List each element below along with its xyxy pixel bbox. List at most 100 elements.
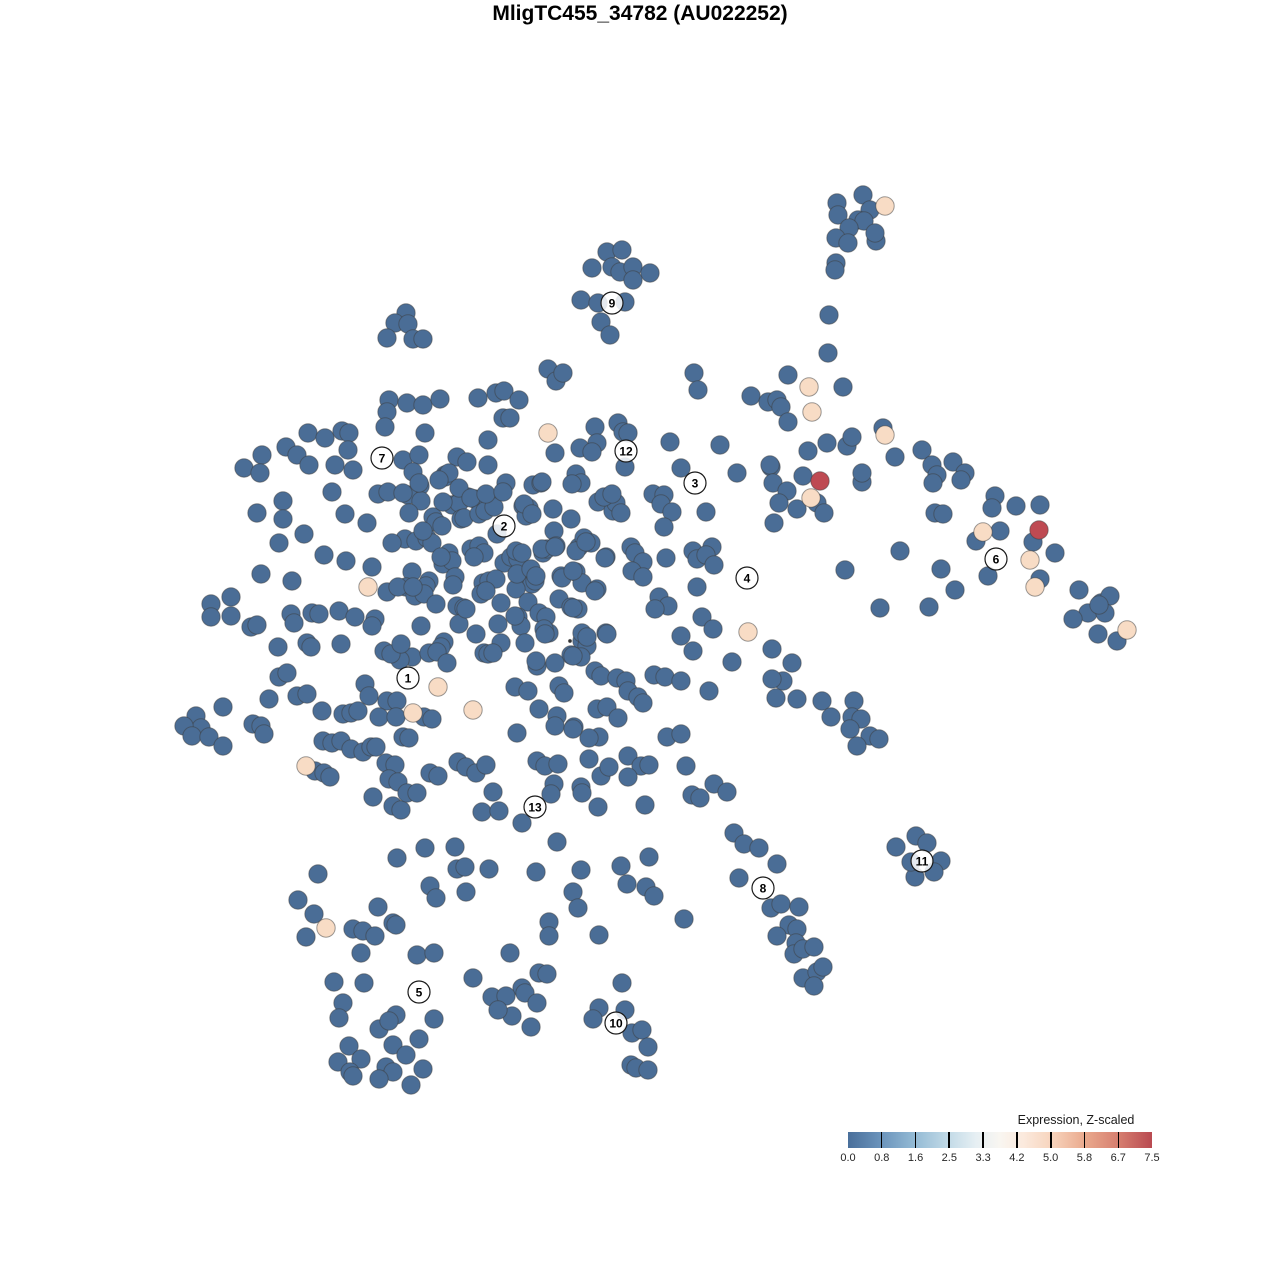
colorbar-gradient	[848, 1132, 1152, 1148]
data-point-low	[433, 492, 453, 512]
data-point-low	[426, 594, 446, 614]
data-point-low	[919, 597, 939, 617]
data-point-low	[518, 681, 538, 701]
data-point-low	[576, 532, 596, 552]
data-point-low	[391, 800, 411, 820]
data-point-low	[221, 606, 241, 626]
data-point-low	[579, 749, 599, 769]
cluster-label-text: 3	[692, 477, 699, 491]
data-point-low	[545, 716, 565, 736]
data-point-low	[818, 343, 838, 363]
cluster-label-3: 3	[683, 471, 707, 495]
data-point-low	[505, 606, 525, 626]
data-point-low	[645, 599, 665, 619]
data-point-low	[529, 699, 549, 719]
data-point-low	[912, 440, 932, 460]
data-point-low	[585, 581, 605, 601]
data-point-low	[812, 691, 832, 711]
data-point-low	[814, 503, 834, 523]
data-point-low	[617, 874, 637, 894]
data-point-low	[535, 624, 555, 644]
data-point-low	[1030, 495, 1050, 515]
data-point-low	[424, 943, 444, 963]
data-point-low	[422, 709, 442, 729]
data-point-low	[472, 802, 492, 822]
data-point-low	[563, 598, 583, 618]
data-point-low	[221, 587, 241, 607]
data-point-low	[618, 767, 638, 787]
data-point-low	[563, 561, 583, 581]
data-point-low	[769, 493, 789, 513]
data-point-low	[1045, 543, 1065, 563]
data-point-low	[638, 1060, 658, 1080]
data-point-low	[618, 746, 638, 766]
data-point-low	[366, 737, 386, 757]
data-point-low	[411, 616, 431, 636]
data-point-low	[683, 641, 703, 661]
data-point-low	[268, 637, 288, 657]
cluster-label-circle	[910, 849, 934, 873]
data-point-low	[602, 484, 622, 504]
data-point-low	[771, 894, 791, 914]
data-point-low	[563, 646, 583, 666]
data-point-low	[343, 460, 363, 480]
data-point-mid-expression	[538, 423, 558, 443]
data-point-low	[835, 560, 855, 580]
data-point-mid-expression	[463, 700, 483, 720]
data-point-low	[351, 1049, 371, 1069]
cluster-label-6: 6	[984, 547, 1008, 571]
colorbar-tick-line	[880, 1132, 883, 1148]
data-point-low	[476, 484, 496, 504]
data-point-low	[478, 455, 498, 475]
data-point-low	[676, 756, 696, 776]
data-point-low	[787, 499, 807, 519]
data-point-low	[493, 482, 513, 502]
data-point-low	[704, 555, 724, 575]
data-point-low	[322, 482, 342, 502]
data-point-low	[599, 757, 619, 777]
cluster-label-circle	[523, 795, 547, 819]
data-point-high-expression	[1029, 520, 1049, 540]
data-point-low	[269, 533, 289, 553]
data-point-low	[640, 263, 660, 283]
data-point-low	[1089, 595, 1109, 615]
data-point-low	[357, 513, 377, 533]
cluster-label-circle	[600, 291, 624, 315]
data-point-mid-expression	[1117, 620, 1137, 640]
data-point-low	[308, 864, 328, 884]
data-point-low	[571, 290, 591, 310]
data-point-low	[764, 513, 784, 533]
data-point-low	[717, 782, 737, 802]
data-point-low	[464, 547, 484, 567]
data-point-low	[426, 888, 446, 908]
data-point-low	[213, 697, 233, 717]
data-point-low	[526, 862, 546, 882]
data-point-low	[375, 417, 395, 437]
data-point-low	[842, 427, 862, 447]
colorbar-tick-labels: 0.0 0.8 1.6 2.5 3.3 4.2 5.0 5.8 6.7 7.5	[840, 1152, 1159, 1166]
data-point-low	[982, 498, 1002, 518]
data-point-low	[1063, 609, 1083, 629]
data-point-low	[199, 727, 219, 747]
data-point-low	[722, 652, 742, 672]
data-point-mid-expression	[358, 577, 378, 597]
data-point-low	[432, 516, 452, 536]
data-point-low	[595, 548, 615, 568]
data-point-low	[415, 423, 435, 443]
data-point-low	[387, 848, 407, 868]
colorbar-tick-line	[1083, 1132, 1086, 1148]
data-point-low	[500, 408, 520, 428]
data-point-low	[671, 626, 691, 646]
cluster-label-text: 6	[993, 553, 1000, 567]
cluster-label-text: 7	[379, 452, 386, 466]
cluster-label-13: 13	[523, 795, 547, 819]
data-point-low	[354, 973, 374, 993]
data-point-low	[553, 363, 573, 383]
data-point-low	[674, 909, 694, 929]
data-point-low	[363, 787, 383, 807]
colorbar-tick-label: 2.5	[941, 1152, 957, 1164]
data-point-low	[483, 782, 503, 802]
data-point-low	[660, 432, 680, 452]
data-point-low	[201, 607, 221, 627]
